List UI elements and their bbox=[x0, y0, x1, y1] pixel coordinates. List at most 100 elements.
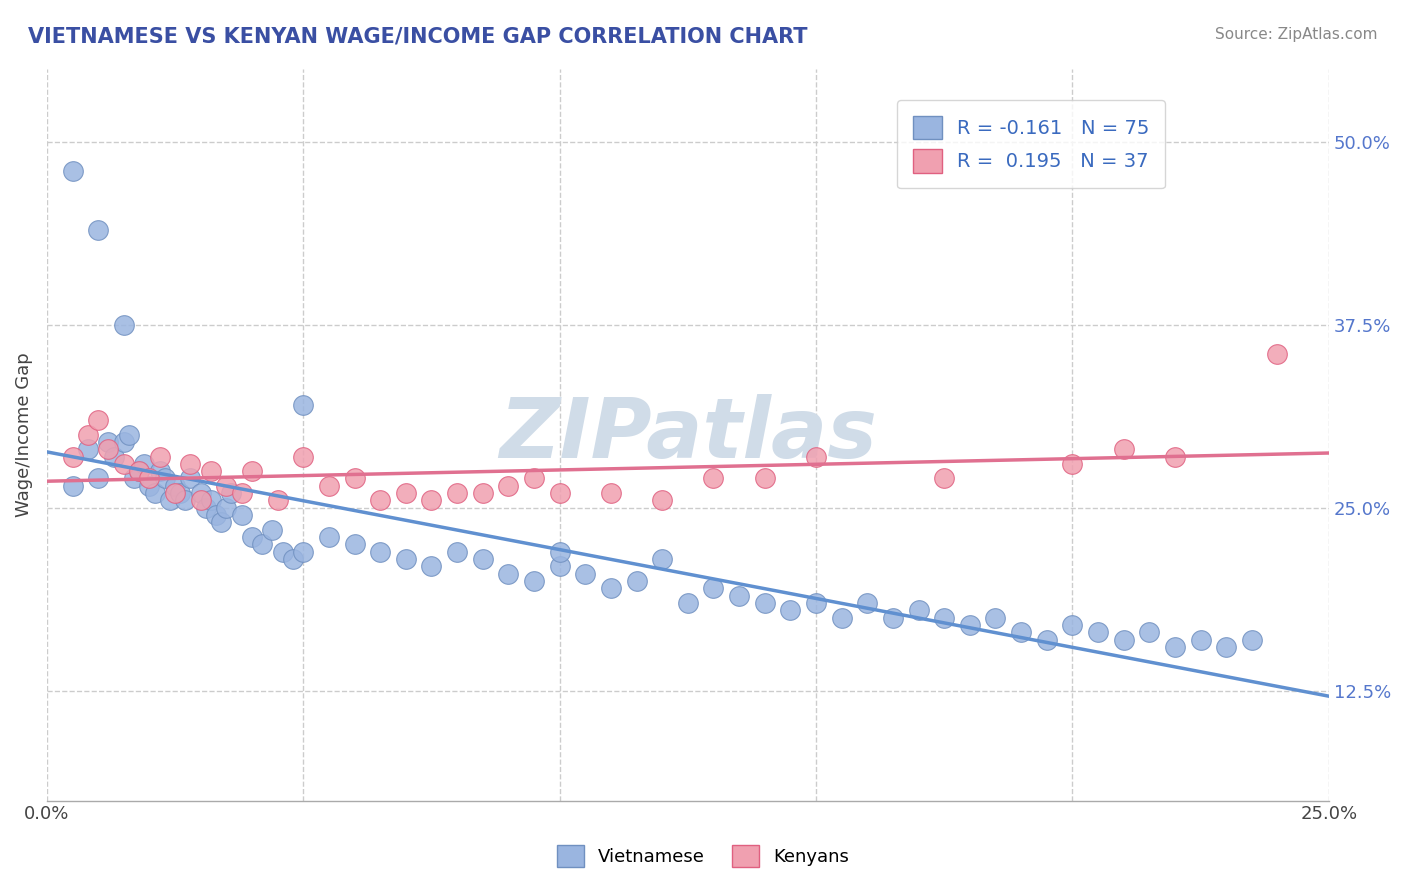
Legend: R = -0.161   N = 75, R =  0.195   N = 37: R = -0.161 N = 75, R = 0.195 N = 37 bbox=[897, 100, 1166, 188]
Point bbox=[165, 479, 187, 493]
Point bbox=[112, 457, 135, 471]
Point bbox=[200, 464, 222, 478]
Point bbox=[702, 471, 724, 485]
Point bbox=[190, 493, 212, 508]
Point bbox=[959, 618, 981, 632]
Point bbox=[804, 596, 827, 610]
Point bbox=[318, 479, 340, 493]
Point bbox=[626, 574, 648, 588]
Point bbox=[702, 582, 724, 596]
Point bbox=[1164, 450, 1187, 464]
Point bbox=[728, 589, 751, 603]
Point bbox=[1010, 625, 1032, 640]
Point bbox=[1164, 640, 1187, 654]
Point bbox=[984, 610, 1007, 624]
Point bbox=[190, 486, 212, 500]
Point bbox=[87, 471, 110, 485]
Point bbox=[420, 559, 443, 574]
Point bbox=[420, 493, 443, 508]
Point bbox=[149, 450, 172, 464]
Point bbox=[1087, 625, 1109, 640]
Point bbox=[882, 610, 904, 624]
Point bbox=[318, 530, 340, 544]
Point bbox=[169, 486, 191, 500]
Point bbox=[1062, 457, 1084, 471]
Point bbox=[934, 471, 956, 485]
Point bbox=[128, 464, 150, 478]
Point bbox=[779, 603, 801, 617]
Point bbox=[87, 222, 110, 236]
Point bbox=[804, 450, 827, 464]
Legend: Vietnamese, Kenyans: Vietnamese, Kenyans bbox=[550, 838, 856, 874]
Point bbox=[754, 596, 776, 610]
Point bbox=[240, 530, 263, 544]
Point bbox=[1062, 618, 1084, 632]
Point bbox=[103, 450, 125, 464]
Point bbox=[262, 523, 284, 537]
Point bbox=[143, 486, 166, 500]
Point bbox=[548, 486, 571, 500]
Point bbox=[281, 552, 304, 566]
Point bbox=[523, 574, 546, 588]
Point bbox=[77, 442, 100, 457]
Point bbox=[754, 471, 776, 485]
Point bbox=[266, 493, 288, 508]
Point bbox=[179, 457, 201, 471]
Point bbox=[1267, 347, 1289, 361]
Point bbox=[471, 486, 494, 500]
Point bbox=[1189, 632, 1212, 647]
Point bbox=[395, 486, 418, 500]
Text: VIETNAMESE VS KENYAN WAGE/INCOME GAP CORRELATION CHART: VIETNAMESE VS KENYAN WAGE/INCOME GAP COR… bbox=[28, 27, 807, 46]
Point bbox=[1112, 442, 1135, 457]
Point bbox=[231, 508, 253, 522]
Point bbox=[200, 493, 222, 508]
Point bbox=[343, 471, 366, 485]
Point bbox=[62, 164, 84, 178]
Point bbox=[498, 479, 520, 493]
Point bbox=[574, 566, 596, 581]
Point bbox=[292, 398, 315, 412]
Point bbox=[179, 471, 201, 485]
Point bbox=[676, 596, 699, 610]
Point bbox=[153, 471, 176, 485]
Point bbox=[395, 552, 418, 566]
Point bbox=[209, 516, 232, 530]
Point bbox=[240, 464, 263, 478]
Point bbox=[651, 493, 673, 508]
Point bbox=[1112, 632, 1135, 647]
Point bbox=[600, 486, 623, 500]
Point bbox=[62, 450, 84, 464]
Point bbox=[112, 434, 135, 449]
Point bbox=[446, 545, 468, 559]
Point bbox=[174, 493, 197, 508]
Point bbox=[221, 486, 243, 500]
Point bbox=[252, 537, 274, 551]
Point bbox=[87, 413, 110, 427]
Point bbox=[368, 493, 391, 508]
Point bbox=[271, 545, 294, 559]
Point bbox=[600, 582, 623, 596]
Point bbox=[231, 486, 253, 500]
Point bbox=[118, 427, 141, 442]
Point bbox=[292, 545, 315, 559]
Point bbox=[1035, 632, 1057, 647]
Point bbox=[471, 552, 494, 566]
Point bbox=[446, 486, 468, 500]
Point bbox=[134, 457, 156, 471]
Point bbox=[215, 500, 238, 515]
Point bbox=[138, 471, 160, 485]
Point bbox=[523, 471, 546, 485]
Point bbox=[77, 427, 100, 442]
Point bbox=[651, 552, 673, 566]
Point bbox=[149, 464, 172, 478]
Point bbox=[122, 471, 145, 485]
Point bbox=[1215, 640, 1237, 654]
Point bbox=[856, 596, 879, 610]
Point bbox=[128, 464, 150, 478]
Point bbox=[194, 500, 217, 515]
Point bbox=[165, 486, 187, 500]
Point bbox=[159, 493, 181, 508]
Point bbox=[907, 603, 929, 617]
Y-axis label: Wage/Income Gap: Wage/Income Gap bbox=[15, 352, 32, 517]
Text: ZIPatlas: ZIPatlas bbox=[499, 394, 877, 475]
